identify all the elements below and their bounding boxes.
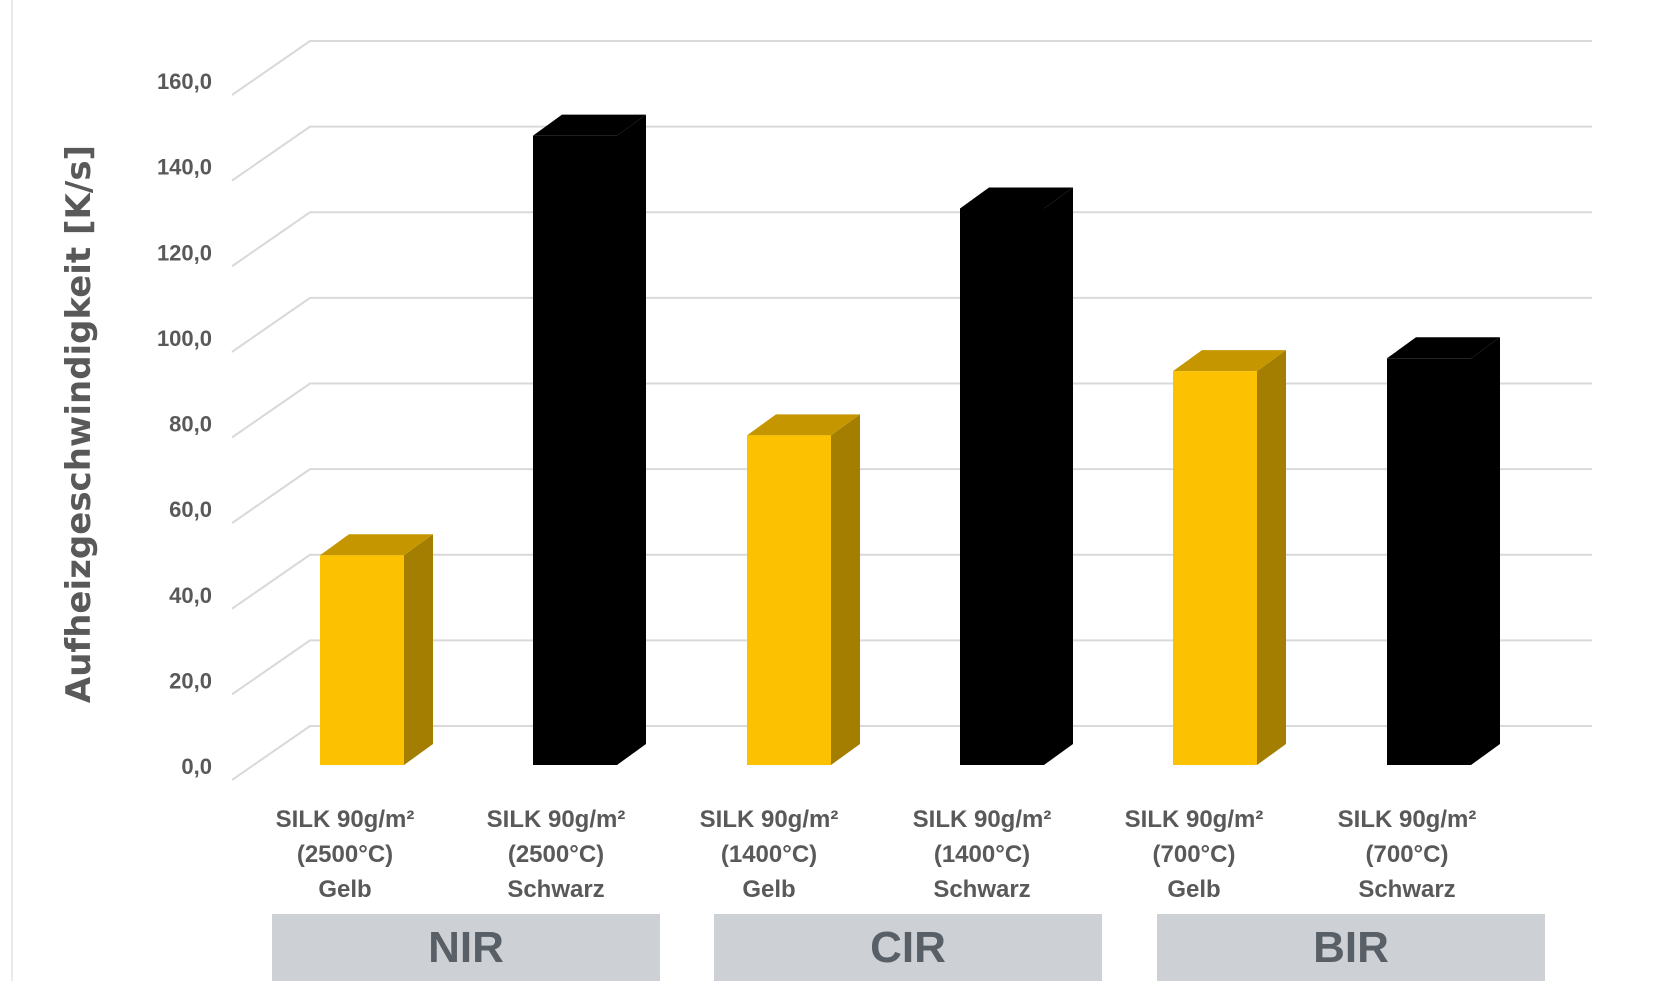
y-tick-label: 120,0 [157, 240, 212, 265]
x-tick-label: SILK 90g/m² [913, 806, 1052, 833]
x-tick-label: (1400°C) [721, 841, 817, 868]
gridline [231, 211, 1592, 268]
y-tick-label: 0,0 [181, 754, 212, 779]
x-tick-label: Gelb [742, 876, 795, 903]
bar-side [1471, 337, 1500, 765]
y-tick-label: 80,0 [169, 412, 212, 437]
gridline [231, 725, 1592, 781]
bar-top [747, 414, 860, 436]
y-tick-label: 60,0 [169, 497, 212, 522]
bar-side [1257, 350, 1286, 765]
x-tick-label: (2500°C) [508, 841, 604, 868]
x-tick-label: Schwarz [507, 876, 604, 903]
y-tick-label: 160,0 [157, 69, 212, 94]
x-tick-label: (700°C) [1366, 841, 1449, 868]
bar-top [320, 534, 433, 556]
y-tick-label: 100,0 [157, 326, 212, 351]
x-tick-label: Schwarz [933, 876, 1030, 903]
gridline [231, 296, 1592, 353]
gridline [231, 125, 1592, 182]
bar-side [831, 414, 860, 765]
bar [320, 555, 404, 765]
group-box-cir: CIR [714, 914, 1102, 981]
group-label-bir: BIR [1313, 922, 1389, 972]
x-tick-label: Gelb [1167, 876, 1220, 903]
bar [960, 208, 1044, 765]
group-label-nir: NIR [428, 922, 504, 972]
gridline [231, 468, 1592, 524]
bar-side [1044, 187, 1073, 765]
group-box-nir: NIR [272, 914, 660, 981]
bar [1387, 358, 1471, 765]
gridline [231, 40, 1592, 96]
x-tick-label: (1400°C) [934, 841, 1030, 868]
y-tick-label: 20,0 [169, 668, 212, 693]
y-axis-label: Aufheizgeschwindigkeit [K/s] [59, 145, 99, 703]
bar-side [617, 114, 646, 765]
bar-top [1387, 337, 1500, 359]
group-label-cir: CIR [870, 922, 946, 972]
x-tick-label: SILK 90g/m² [1125, 806, 1264, 833]
bar-top [960, 187, 1073, 209]
y-tick-label: 140,0 [157, 155, 212, 180]
x-tick-label: Gelb [318, 876, 371, 903]
x-tick-label: SILK 90g/m² [487, 806, 626, 833]
x-tick-label: Schwarz [1358, 876, 1455, 903]
bar [747, 435, 831, 765]
gridline [231, 553, 1592, 610]
y-tick-label: 40,0 [169, 583, 212, 608]
x-tick-label: SILK 90g/m² [276, 806, 415, 833]
x-tick-label: SILK 90g/m² [700, 806, 839, 833]
x-tick-label: SILK 90g/m² [1338, 806, 1477, 833]
bar [533, 135, 617, 765]
x-tick-label: (2500°C) [297, 841, 393, 868]
group-box-bir: BIR [1157, 914, 1545, 981]
gridline [231, 382, 1592, 439]
bar [1173, 371, 1257, 765]
x-tick-label: (700°C) [1153, 841, 1236, 868]
bar-top [533, 114, 646, 136]
gridline [231, 639, 1592, 696]
bar-top [1173, 350, 1286, 372]
bar-side [404, 534, 433, 765]
